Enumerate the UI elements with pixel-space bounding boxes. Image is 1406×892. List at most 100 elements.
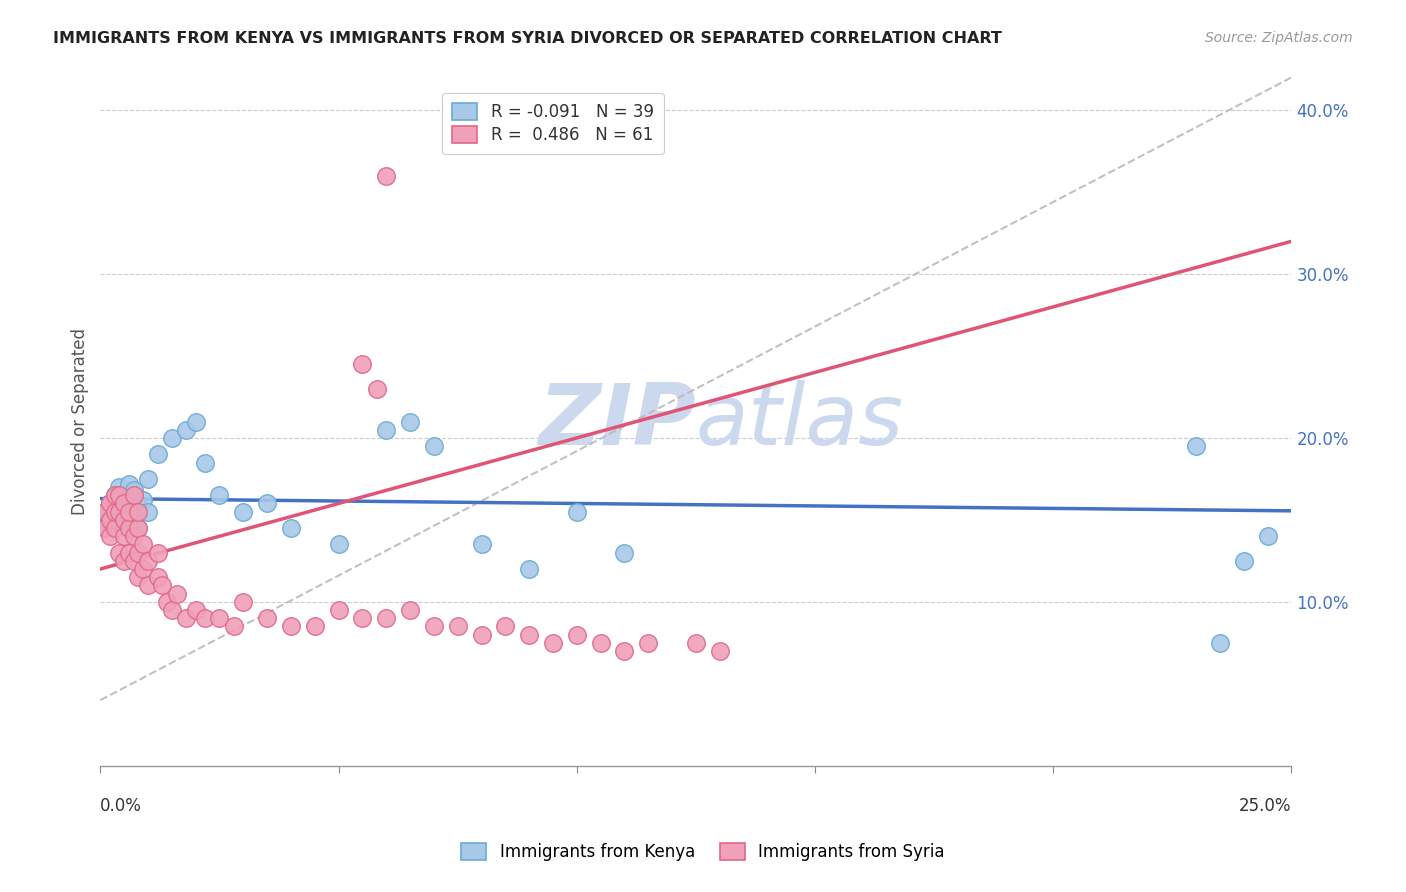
Point — [94, 505, 117, 519]
Point — [118, 496, 141, 510]
Point — [399, 415, 422, 429]
Point — [685, 636, 707, 650]
Point — [112, 488, 135, 502]
Point — [118, 546, 141, 560]
Point — [184, 603, 207, 617]
Point — [184, 415, 207, 429]
Text: atlas: atlas — [696, 380, 904, 463]
Point — [136, 505, 159, 519]
Point — [122, 529, 145, 543]
Point — [256, 611, 278, 625]
Point — [127, 570, 149, 584]
Point — [122, 513, 145, 527]
Point — [108, 513, 131, 527]
Point — [94, 505, 117, 519]
Point — [328, 537, 350, 551]
Point — [517, 627, 540, 641]
Text: IMMIGRANTS FROM KENYA VS IMMIGRANTS FROM SYRIA DIVORCED OR SEPARATED CORRELATION: IMMIGRANTS FROM KENYA VS IMMIGRANTS FROM… — [53, 31, 1002, 46]
Point — [132, 537, 155, 551]
Point — [517, 562, 540, 576]
Point — [232, 595, 254, 609]
Point — [108, 488, 131, 502]
Point — [613, 644, 636, 658]
Point — [232, 505, 254, 519]
Point — [194, 611, 217, 625]
Point — [150, 578, 173, 592]
Point — [98, 513, 121, 527]
Point — [366, 382, 388, 396]
Point — [136, 554, 159, 568]
Point — [1257, 529, 1279, 543]
Point — [375, 423, 398, 437]
Point — [108, 480, 131, 494]
Point — [122, 554, 145, 568]
Point — [637, 636, 659, 650]
Point — [1233, 554, 1256, 568]
Point — [352, 357, 374, 371]
Point — [174, 611, 197, 625]
Point — [127, 505, 149, 519]
Point — [470, 627, 492, 641]
Point — [423, 619, 446, 633]
Point — [423, 439, 446, 453]
Point — [222, 619, 245, 633]
Point — [104, 488, 127, 502]
Point — [304, 619, 326, 633]
Point — [399, 603, 422, 617]
Point — [156, 595, 179, 609]
Text: 0.0%: 0.0% — [100, 797, 142, 814]
Point — [136, 578, 159, 592]
Point — [108, 546, 131, 560]
Point — [132, 562, 155, 576]
Point — [194, 456, 217, 470]
Point — [104, 505, 127, 519]
Point — [112, 496, 135, 510]
Point — [160, 603, 183, 617]
Point — [166, 586, 188, 600]
Point — [160, 431, 183, 445]
Point — [470, 537, 492, 551]
Point — [280, 619, 302, 633]
Point — [118, 476, 141, 491]
Legend: Immigrants from Kenya, Immigrants from Syria: Immigrants from Kenya, Immigrants from S… — [454, 836, 952, 868]
Point — [104, 488, 127, 502]
Point — [122, 488, 145, 502]
Point — [98, 516, 121, 530]
Y-axis label: Divorced or Separated: Divorced or Separated — [72, 328, 89, 515]
Point — [541, 636, 564, 650]
Point — [127, 500, 149, 514]
Point — [118, 521, 141, 535]
Point — [98, 496, 121, 510]
Point — [112, 513, 135, 527]
Point — [208, 488, 231, 502]
Text: 25.0%: 25.0% — [1239, 797, 1292, 814]
Point — [104, 521, 127, 535]
Point — [132, 493, 155, 508]
Point — [146, 447, 169, 461]
Point — [122, 483, 145, 498]
Point — [494, 619, 516, 633]
Point — [146, 546, 169, 560]
Point — [709, 644, 731, 658]
Point — [104, 521, 127, 535]
Point — [94, 521, 117, 535]
Point — [118, 505, 141, 519]
Point — [328, 603, 350, 617]
Point — [146, 570, 169, 584]
Point — [108, 505, 131, 519]
Point — [256, 496, 278, 510]
Point — [112, 529, 135, 543]
Point — [98, 496, 121, 510]
Point — [208, 611, 231, 625]
Point — [589, 636, 612, 650]
Point — [1185, 439, 1208, 453]
Point — [375, 611, 398, 625]
Point — [98, 529, 121, 543]
Point — [447, 619, 470, 633]
Legend: R = -0.091   N = 39, R =  0.486   N = 61: R = -0.091 N = 39, R = 0.486 N = 61 — [443, 93, 664, 154]
Point — [174, 423, 197, 437]
Point — [1209, 636, 1232, 650]
Point — [127, 521, 149, 535]
Point — [613, 546, 636, 560]
Point — [112, 554, 135, 568]
